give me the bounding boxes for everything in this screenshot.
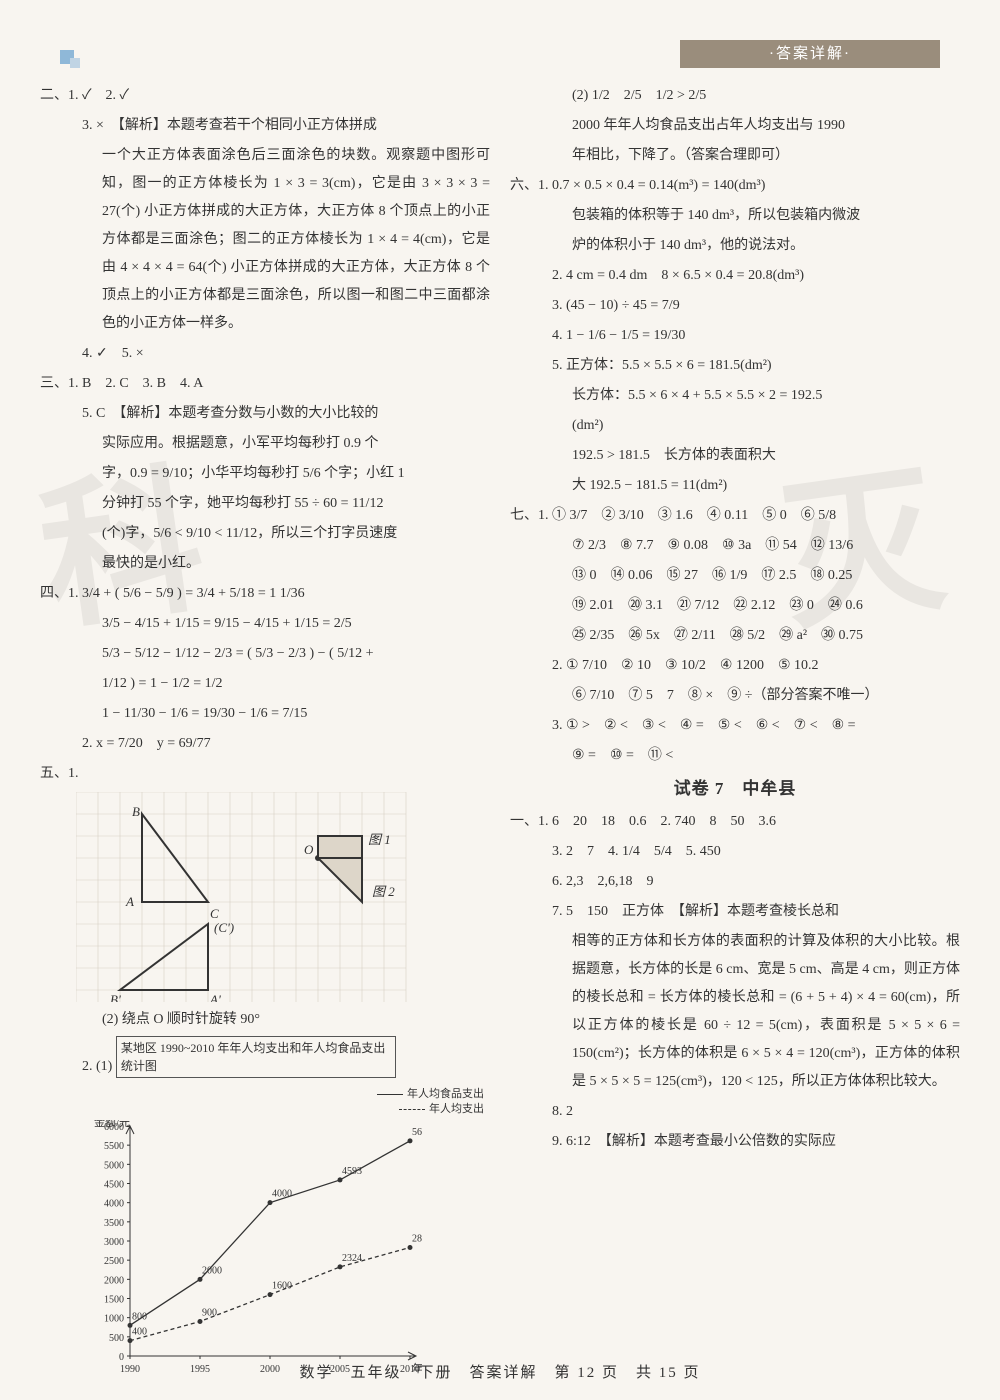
svg-text:4593: 4593: [342, 1166, 362, 1177]
r-7-r2: ⑦ 2/3 ⑧ 7.7 ⑨ 0.08 ⑩ 3a ⑪ 54 ⑫ 13/6: [510, 532, 960, 560]
r-7-lead: 七、1. ① 3/7 ② 3/10 ③ 1.6 ④ 0.11 ⑤ 0 ⑥ 5/8: [510, 502, 960, 530]
legend-line-solid: [377, 1094, 403, 1095]
legend-line-dash: [399, 1109, 425, 1110]
svg-text:2000: 2000: [104, 1275, 124, 1286]
svg-text:1000: 1000: [104, 1313, 124, 1324]
sec5-2-label: 2. (1): [82, 1059, 112, 1074]
r-7-r3: ⑬ 0 ⑭ 0.06 ⑮ 27 ⑯ 1/9 ⑰ 2.5 ⑱ 0.25: [510, 562, 960, 590]
geometry-figure: B A C(C') B' A' O 图 1 图 2: [76, 792, 416, 1002]
r-6-8: 长方体：5.5 × 6 × 4 + 5.5 × 5.5 × 2 = 192.5: [510, 382, 960, 410]
r-7-r5: ㉕ 2/35 ㉖ 5x ㉗ 2/11 ㉘ 5/2 ㉙ a² ㉚ 0.75: [510, 622, 960, 650]
header-band: ·答案详解·: [680, 40, 940, 68]
chart-legend: 年人均食品支出 年人均支出: [82, 1087, 484, 1118]
sec2-line1: 二、1. ✓ 2. ✓: [40, 82, 490, 110]
sec3-5-e: 最快的是小红。: [40, 550, 490, 578]
sec3-5-lead: 5. C 【解析】本题考查分数与小数的大小比较的: [40, 400, 490, 428]
svg-text:B': B': [110, 992, 121, 1002]
svg-text:B: B: [132, 804, 140, 819]
r-7-r4: ⑲ 2.01 ⑳ 3.1 ㉑ 7/12 ㉒ 2.12 ㉓ 0 ㉔ 0.6: [510, 592, 960, 620]
p7-l1: 一、1. 6 20 18 0.6 2. 740 8 50 3.6: [510, 808, 960, 836]
sec4-l5: 1 − 11/30 − 1/6 = 19/30 − 1/6 = 7/15: [40, 700, 490, 728]
corner-decor-2: [70, 58, 80, 68]
svg-text:800: 800: [132, 1311, 147, 1322]
svg-text:5500: 5500: [104, 1141, 124, 1152]
sec4-l4: 1/12 ) = 1 − 1/2 = 1/2: [40, 670, 490, 698]
line-chart: 0500100015002000250030003500400045005000…: [82, 1120, 422, 1380]
p7-l6: 8. 2: [510, 1098, 960, 1126]
r-6-4: 2. 4 cm = 0.4 dm 8 × 6.5 × 0.4 = 20.8(dm…: [510, 262, 960, 290]
sec4-l1: 四、1. 3/4 + ( 5/6 − 5/9 ) = 3/4 + 5/18 = …: [40, 580, 490, 608]
svg-text:2831: 2831: [412, 1233, 422, 1244]
sec3-5-c: 分钟打 55 个字，她平均每秒打 55 ÷ 60 = 11/12: [40, 490, 490, 518]
sec4-l3: 5/3 − 5/12 − 1/12 − 2/3 = ( 5/3 − 2/3 ) …: [40, 640, 490, 668]
r-6-10: 192.5 > 181.5 长方体的表面积大: [510, 442, 960, 470]
svg-text:4000: 4000: [272, 1188, 292, 1199]
sec4-l6: 2. x = 7/20 y = 69/77: [40, 730, 490, 758]
r-6-11: 大 192.5 − 181.5 = 11(dm²): [510, 472, 960, 500]
two-columns: 二、1. ✓ 2. ✓ 3. × 【解析】本题考查若干个相同小正方体拼成 一个大…: [40, 80, 960, 1380]
svg-text:5000: 5000: [104, 1160, 124, 1171]
legend-a: 年人均食品支出: [407, 1088, 484, 1100]
svg-text:图 1: 图 1: [368, 832, 391, 847]
p7-l4: 7. 5 150 正方体 【解析】本题考查棱长总和: [510, 898, 960, 926]
sec2-item3-lead: 3. × 【解析】本题考查若干个相同小正方体拼成: [40, 112, 490, 140]
svg-text:3000: 3000: [104, 1237, 124, 1248]
right-column: (2) 1/2 2/5 1/2 > 2/5 2000 年年人均食品支出占年人均支…: [510, 80, 960, 1380]
sec5-lead: 五、1.: [40, 760, 490, 788]
chart-wrapper: 年人均食品支出 年人均支出 05001000150020002500300035…: [82, 1087, 490, 1380]
sec4-l2: 3/5 − 4/15 + 1/15 = 9/15 − 4/15 + 1/15 =…: [40, 610, 490, 638]
r-7-t2: 2. ① 7/10 ② 10 ③ 10/2 ④ 1200 ⑤ 10.2: [510, 652, 960, 680]
sec5-2-lead: 2. (1) 某地区 1990~2010 年年人均支出和年人均食品支出统计图: [40, 1036, 490, 1081]
r-6-5: 3. (45 − 10) ÷ 45 = 7/9: [510, 292, 960, 320]
r-6-7: 5. 正方体：5.5 × 5.5 × 6 = 181.5(dm²): [510, 352, 960, 380]
svg-text:(C'): (C'): [214, 920, 234, 935]
sec2-item3-body: 一个大正方体表面涂色后三面涂色的块数。观察题中图形可知，图一的正方体棱长为 1 …: [40, 142, 490, 338]
sec5-caption: (2) 绕点 O 顺时针旋转 90°: [40, 1006, 490, 1034]
sec3-5-a: 实际应用。根据题意，小军平均每秒打 0.9 个: [40, 430, 490, 458]
left-column: 二、1. ✓ 2. ✓ 3. × 【解析】本题考查若干个相同小正方体拼成 一个大…: [40, 80, 490, 1380]
svg-text:500: 500: [109, 1333, 124, 1344]
svg-text:1600: 1600: [272, 1280, 292, 1291]
svg-text:C: C: [210, 906, 219, 921]
page-footer: 数学 五年级 下册 答案详解 第 12 页 共 15 页: [0, 1361, 1000, 1382]
p7-l5: 相等的正方体和长方体的表面积的计算及体积的大小比较。根据题意，长方体的长是 6 …: [510, 928, 960, 1096]
svg-text:A': A': [209, 992, 221, 1002]
svg-text:4000: 4000: [104, 1198, 124, 1209]
p7-l7: 9. 6:12 【解析】本题考查最小公倍数的实际应: [510, 1128, 960, 1156]
r-6-1: 六、1. 0.7 × 0.5 × 0.4 = 0.14(m³) = 140(dm…: [510, 172, 960, 200]
r-6-2: 包装箱的体积等于 140 dm³，所以包装箱内微波: [510, 202, 960, 230]
svg-text:图 2: 图 2: [372, 884, 395, 899]
svg-text:4500: 4500: [104, 1179, 124, 1190]
paper7-title: 试卷 7 中牟县: [510, 772, 960, 806]
sec3-5-d: (个)字，5/6 < 9/10 < 11/12，所以三个打字员速度: [40, 520, 490, 548]
svg-text:A: A: [125, 894, 134, 909]
p7-l3: 6. 2,3 2,6,18 9: [510, 868, 960, 896]
svg-text:5612: 5612: [412, 1127, 422, 1138]
page: ·答案详解· 科 灭 二、1. ✓ 2. ✓ 3. × 【解析】本题考查若干个相…: [0, 0, 1000, 1400]
svg-text:金额/元: 金额/元: [94, 1120, 130, 1129]
p7-l2: 3. 2 7 4. 1/4 5/4 5. 450: [510, 838, 960, 866]
legend-b: 年人均支出: [429, 1103, 484, 1115]
r-6-9: (dm²): [510, 412, 960, 440]
svg-text:2000: 2000: [202, 1265, 222, 1276]
svg-text:1500: 1500: [104, 1294, 124, 1305]
sec3-line: 三、1. B 2. C 3. B 4. A: [40, 370, 490, 398]
r-7-t3b: ⑨ = ⑩ = ⑪ <: [510, 742, 960, 770]
r-7-t2b: ⑥ 7/10 ⑦ 5 7 ⑧ × ⑨ ÷（部分答案不唯一）: [510, 682, 960, 710]
sec3-5-b: 字，0.9 = 9/10；小华平均每秒打 5/6 个字；小红 1: [40, 460, 490, 488]
r-6-6: 4. 1 − 1/6 − 1/5 = 19/30: [510, 322, 960, 350]
sec2-item45: 4. ✓ 5. ×: [40, 340, 490, 368]
r-7-t3: 3. ① > ② < ③ < ④ = ⑤ < ⑥ < ⑦ < ⑧ =: [510, 712, 960, 740]
svg-text:900: 900: [202, 1307, 217, 1318]
r-6-3: 炉的体积小于 140 dm³，他的说法对。: [510, 232, 960, 260]
chart-title: 某地区 1990~2010 年年人均支出和年人均食品支出统计图: [116, 1036, 396, 1078]
svg-text:400: 400: [132, 1326, 147, 1337]
svg-text:2324: 2324: [342, 1253, 362, 1264]
svg-text:3500: 3500: [104, 1218, 124, 1229]
svg-text:2500: 2500: [104, 1256, 124, 1267]
r-5b-1: (2) 1/2 2/5 1/2 > 2/5: [510, 82, 960, 110]
svg-text:O: O: [304, 842, 314, 857]
r-5b-2: 2000 年年人均食品支出占年人均支出与 1990: [510, 112, 960, 140]
r-5b-3: 年相比，下降了。（答案合理即可）: [510, 142, 960, 170]
